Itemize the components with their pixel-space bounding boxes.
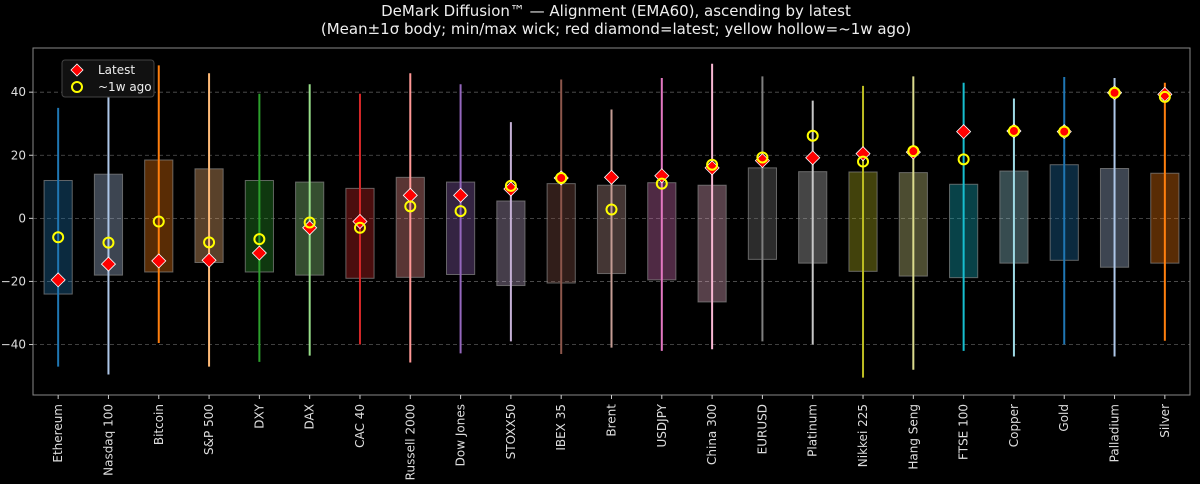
box-usdjpy	[647, 77, 677, 351]
x-tick-label: DAX	[303, 404, 317, 429]
week-ago-marker	[303, 216, 316, 229]
latest-marker	[151, 253, 167, 269]
box-s-p-500	[194, 73, 224, 367]
week-ago-marker	[253, 233, 266, 246]
grid	[33, 91, 1190, 345]
x-tick-label: China 300	[705, 404, 719, 465]
legend-week-marker	[71, 81, 83, 93]
chart-subtitle: (Mean±1σ body; min/max wick; red diamond…	[321, 20, 911, 38]
week-ago-marker	[1108, 86, 1121, 99]
box-ftse-100	[949, 82, 979, 351]
x-axis: Ethereum Nasdaq 100 Bitcoin S&P 500 DXY DAX CA…	[51, 395, 1172, 480]
box-dxy	[244, 93, 274, 362]
x-tick-label: DXY	[252, 403, 266, 428]
x-tick-label: STOXX50	[504, 404, 518, 459]
legend-week-label: ~1w ago	[98, 80, 152, 94]
week-ago-marker	[454, 205, 467, 218]
box-hang-seng	[898, 76, 928, 370]
box-dow-jones	[446, 84, 476, 354]
box-china-300	[697, 63, 727, 350]
legend-latest-label: Latest	[98, 63, 135, 77]
y-tick-label: −40	[1, 338, 26, 352]
chart-title: DeMark Diffusion™ — Alignment (EMA60), a…	[381, 2, 851, 20]
box-palladium	[1099, 77, 1130, 357]
week-ago-marker	[907, 145, 920, 158]
x-tick-label: IBEX 35	[554, 404, 568, 451]
x-tick-label: Palladium	[1108, 404, 1122, 462]
week-ago-marker	[555, 171, 568, 184]
x-tick-label: USDJPY	[655, 403, 669, 447]
box-cac-40	[345, 93, 375, 345]
x-tick-label: Dow Jones	[454, 404, 468, 466]
x-tick-label: Nasdaq 100	[101, 404, 115, 476]
box-ethereum	[43, 107, 73, 367]
x-tick-label: Ethereum	[51, 404, 65, 463]
latest-marker	[251, 245, 267, 261]
week-ago-marker	[404, 200, 417, 213]
y-tick-label: 0	[18, 211, 26, 225]
week-ago-marker	[504, 179, 517, 192]
legend-latest-marker	[70, 63, 84, 77]
week-ago-marker	[706, 158, 719, 171]
x-tick-label: Bitcoin	[152, 404, 166, 445]
week-ago-marker	[52, 231, 65, 244]
latest-marker	[603, 169, 620, 185]
box-eurusd	[747, 76, 777, 342]
x-tick-label: Brent	[605, 404, 619, 437]
box-bitcoin	[144, 65, 174, 343]
box-nasdaq-100	[93, 85, 124, 375]
x-tick-label: S&P 500	[202, 404, 216, 455]
box-platinum	[798, 100, 828, 345]
latest-marker	[50, 272, 66, 288]
week-ago-marker	[203, 236, 216, 249]
y-tick-label: 40	[11, 85, 26, 99]
box-stoxx50	[496, 122, 526, 342]
y-axis: −40 −20 0 20 40	[1, 85, 33, 352]
box-nikkei-225	[848, 85, 878, 378]
week-ago-marker	[756, 151, 769, 164]
week-ago-marker	[152, 215, 165, 228]
x-tick-label: Gold	[1057, 404, 1071, 432]
x-tick-label: Nikkei 225	[856, 404, 870, 467]
week-ago-marker	[102, 236, 115, 249]
y-tick-label: −20	[1, 274, 26, 288]
week-ago-marker	[1007, 124, 1020, 137]
legend-box	[61, 59, 155, 98]
week-ago-marker	[1158, 90, 1171, 103]
x-tick-label: Platinum	[806, 404, 820, 457]
week-ago-marker	[806, 129, 819, 142]
box-brent	[596, 109, 627, 348]
latest-marker	[805, 150, 821, 166]
x-tick-label: Silver	[1158, 404, 1172, 438]
y-tick-label: 20	[11, 148, 26, 162]
x-tick-label: CAC 40	[353, 404, 367, 448]
x-tick-label: Russell 2000	[403, 404, 417, 480]
box-ibex-35	[546, 79, 576, 354]
box-russell-2000	[395, 73, 425, 363]
week-ago-marker	[353, 221, 366, 234]
box-gold	[1049, 77, 1079, 345]
week-ago-marker	[957, 153, 970, 166]
x-tick-label: FTSE 100	[957, 404, 971, 460]
latest-marker	[956, 124, 972, 140]
legend: Latest ~1w ago	[61, 59, 155, 98]
x-tick-label: Copper	[1007, 404, 1021, 447]
marks	[43, 63, 1180, 378]
box-silver	[1150, 82, 1180, 341]
week-ago-marker	[605, 203, 618, 216]
box-copper	[999, 98, 1029, 357]
week-ago-marker	[857, 155, 870, 168]
x-tick-label: EURUSD	[755, 404, 769, 454]
box-dax	[295, 84, 325, 356]
latest-marker	[453, 187, 469, 203]
latest-marker	[100, 256, 117, 272]
week-ago-marker	[1058, 125, 1071, 138]
latest-marker	[201, 252, 217, 268]
week-ago-marker	[655, 177, 668, 190]
x-tick-label: Hang Seng	[906, 404, 920, 470]
